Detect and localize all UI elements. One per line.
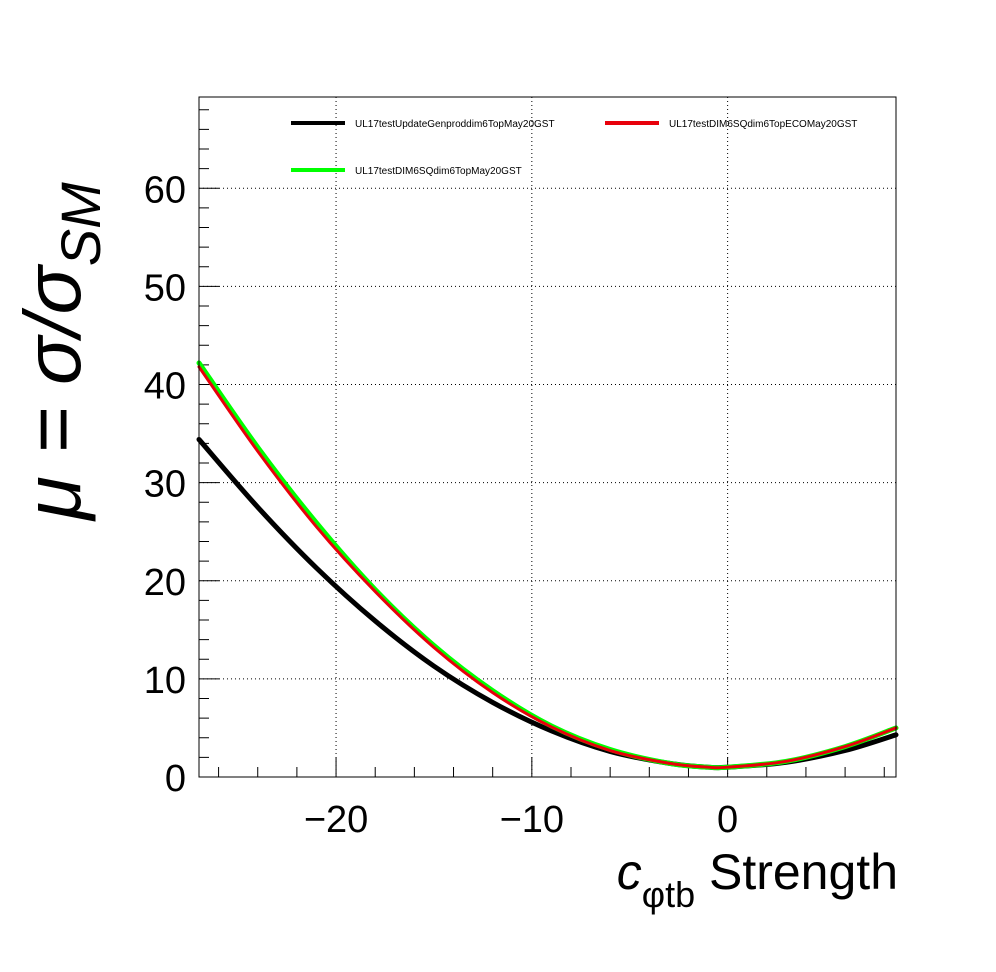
y-tick-label: 30 xyxy=(144,464,186,506)
y-tick-label: 10 xyxy=(144,660,186,702)
y-tick-label: 60 xyxy=(144,169,186,211)
y-tick-label: 40 xyxy=(144,366,186,408)
x-tick-label: 0 xyxy=(717,799,738,841)
y-tick-label: 20 xyxy=(144,562,186,604)
legend-label-2: UL17testDIM6SQdim6TopECOMay20GST xyxy=(669,119,857,130)
x-tick-label: −20 xyxy=(304,799,368,841)
y-tick-label: 0 xyxy=(165,758,186,800)
legend-label-3: UL17testDIM6SQdim6TopMay20GST xyxy=(355,166,522,177)
x-tick-label: −10 xyxy=(500,799,564,841)
y-tick-label: 50 xyxy=(144,267,186,309)
legend-label-1: UL17testUpdateGenproddim6TopMay20GST xyxy=(355,119,555,130)
